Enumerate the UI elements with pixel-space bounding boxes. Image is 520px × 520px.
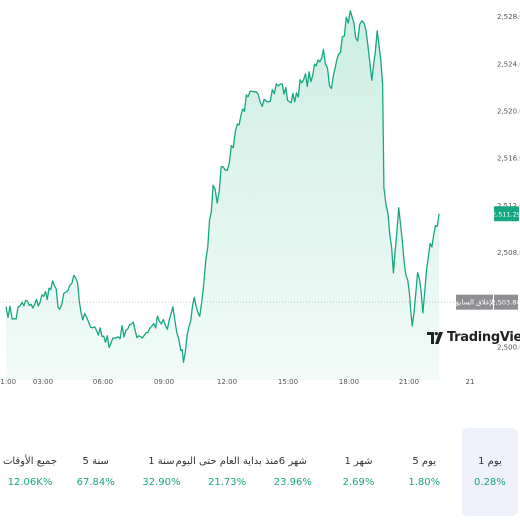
x-axis: 21:00 03:00 06:00 09:00 12:00 15:00 18:00 21:00… (0, 378, 474, 386)
period-change-value: 0.28% (474, 477, 506, 488)
y-tick-label: 2,500.00 (497, 344, 520, 352)
x-tick-label: 06:00 (93, 378, 113, 386)
period-label: 6 شهر (278, 456, 307, 467)
x-tick-label: 21 (466, 378, 475, 386)
price-chart[interactable]: 2,500.00 2,508.00 2,512.00 2,516.00 2,520.00… (0, 0, 520, 400)
y-tick-label: 2,520.00 (497, 108, 520, 116)
last-price-label: 2,511.29 (492, 210, 520, 218)
y-tick-label: 2,508.00 (497, 249, 520, 257)
period-2[interactable]: 1 شهر 2.69% (331, 428, 387, 516)
price-area (6, 10, 440, 380)
x-tick-label: 21:00 (399, 378, 419, 386)
period-7[interactable]: جميع الأوقات 12.06K% (2, 428, 58, 516)
x-tick-label: 18:00 (339, 378, 359, 386)
period-change-value: 2.69% (342, 477, 375, 488)
period-4[interactable]: منذ بداية العام حتى اليوم 21.73% (176, 428, 279, 516)
period-label: منذ بداية العام حتى اليوم (175, 456, 279, 467)
x-tick-label: 09:00 (154, 378, 174, 386)
period-label: 1 شهر (344, 456, 373, 467)
previous-close-value: 2,503.80 (492, 299, 520, 307)
y-tick-label: 2,516.00 (497, 155, 520, 163)
y-tick-label: 2,528.00 (497, 13, 520, 21)
period-label: جميع الأوقات (2, 456, 58, 467)
period-change-value: 12.06K% (7, 477, 53, 488)
previous-close-label: الإغلاق السابق (454, 299, 496, 307)
price-line (5, 10, 440, 363)
period-label: 1 سنة (148, 456, 175, 467)
x-tick-label: 15:00 (278, 378, 298, 386)
tradingview-icon (427, 331, 443, 344)
period-label: 1 يوم (478, 456, 502, 467)
period-1[interactable]: 5 يوم 1.80% (396, 428, 452, 516)
performance-periods: 1 يوم 0.28% 5 يوم 1.80% 1 شهر 2.69% 6 شهر 23.96… (0, 428, 520, 520)
period-change-value: 23.96% (273, 477, 312, 488)
tradingview-wordmark: TradingView (447, 330, 520, 345)
previous-close-badge: الإغلاق السابق 2,503.80 (454, 294, 520, 310)
last-price-badge: 2,511.29 (492, 206, 520, 222)
period-change-value: 21.73% (208, 477, 247, 488)
period-change-value: 1.80% (408, 477, 441, 488)
period-label: 5 يوم (412, 456, 437, 467)
period-6[interactable]: 5 سنة 67.84% (68, 428, 124, 516)
y-axis: 2,500.00 2,508.00 2,512.00 2,516.00 2,520.00… (497, 13, 520, 351)
tradingview-logo: TradingView (427, 330, 520, 345)
y-tick-label: 2,512.00 (497, 202, 520, 210)
period-change-value: 67.84% (76, 477, 115, 488)
x-tick-label: 12:00 (217, 378, 237, 386)
period-change-value: 32.90% (142, 477, 181, 488)
x-tick-label: 21:00 (0, 378, 16, 386)
y-tick-label: 2,524.00 (497, 60, 520, 68)
period-0[interactable]: 1 يوم 0.28% (461, 428, 518, 516)
period-5[interactable]: 1 سنة 32.90% (133, 428, 189, 516)
period-label: 5 سنة (82, 456, 109, 467)
x-tick-label: 03:00 (33, 378, 53, 386)
period-3[interactable]: 6 شهر 23.96% (265, 428, 321, 516)
